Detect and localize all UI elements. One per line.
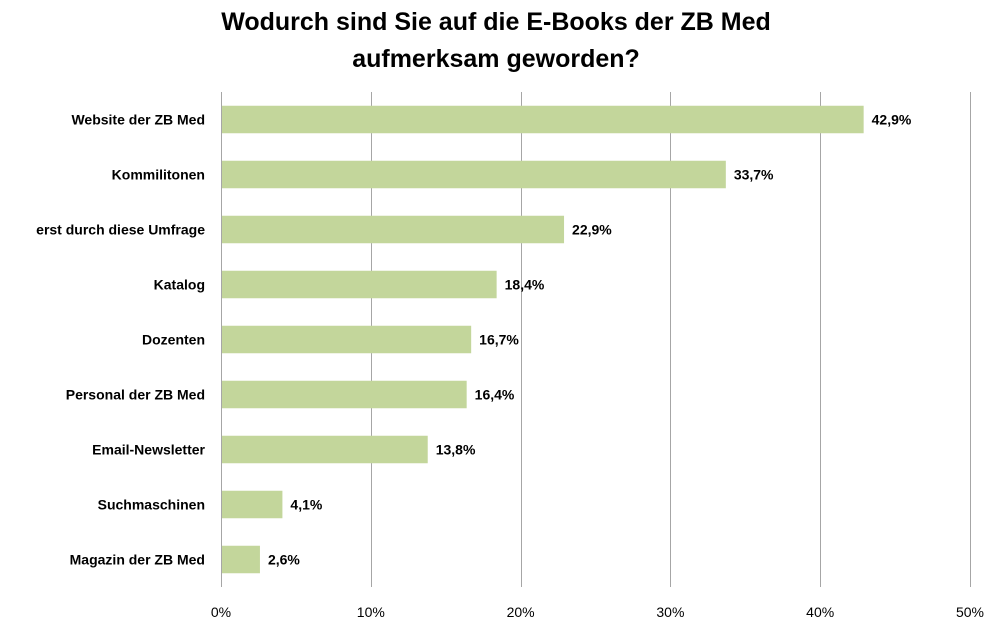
- category-label: Suchmaschinen: [98, 497, 205, 513]
- category-label: Magazin der ZB Med: [70, 552, 205, 568]
- x-tick-label: 0%: [211, 604, 231, 620]
- x-tick-label: 40%: [806, 604, 834, 620]
- data-label: 16,7%: [479, 332, 519, 348]
- data-label: 22,9%: [572, 222, 612, 238]
- data-label: 16,4%: [475, 387, 515, 403]
- x-tick-label: 20%: [507, 604, 535, 620]
- category-label: Personal der ZB Med: [66, 387, 205, 403]
- category-label: erst durch diese Umfrage: [36, 222, 205, 238]
- chart-title: Wodurch sind Sie auf die E-Books der ZB …: [221, 8, 771, 73]
- category-label: Email-Newsletter: [92, 442, 205, 458]
- value-labels: 42,9% 33,7% 22,9% 18,4% 16,7% 16,4% 13,8% 4,1% 2…: [268, 112, 912, 568]
- data-label: 42,9%: [872, 112, 912, 128]
- category-label: Katalog: [154, 277, 205, 293]
- x-axis-ticks: 0% 10% 20% 30% 40% 50%: [211, 604, 984, 620]
- chart-title-line-1: Wodurch sind Sie auf die E-Books der ZB …: [221, 8, 771, 36]
- category-label: Dozenten: [142, 332, 205, 348]
- bar: [222, 215, 565, 244]
- data-label: 4,1%: [290, 497, 322, 513]
- x-tick-label: 50%: [956, 604, 984, 620]
- bar: [222, 325, 472, 354]
- data-label: 33,7%: [734, 167, 774, 183]
- bars: [222, 105, 864, 574]
- bar: [222, 270, 497, 299]
- data-label: 18,4%: [505, 277, 545, 293]
- chart-title-line-2: aufmerksam geworden?: [352, 45, 640, 73]
- bar: [222, 490, 283, 519]
- bar: [222, 545, 260, 574]
- bar: [222, 435, 428, 464]
- bar: [222, 160, 726, 189]
- x-tick-label: 10%: [357, 604, 385, 620]
- category-labels: Website der ZB Med Kommilitonen erst durch…: [36, 112, 205, 568]
- data-label: 2,6%: [268, 552, 300, 568]
- bar: [222, 105, 864, 134]
- data-label: 13,8%: [436, 442, 476, 458]
- x-tick-label: 30%: [656, 604, 684, 620]
- category-label: Website der ZB Med: [71, 112, 205, 128]
- category-label: Kommilitonen: [112, 167, 205, 183]
- bar: [222, 380, 467, 409]
